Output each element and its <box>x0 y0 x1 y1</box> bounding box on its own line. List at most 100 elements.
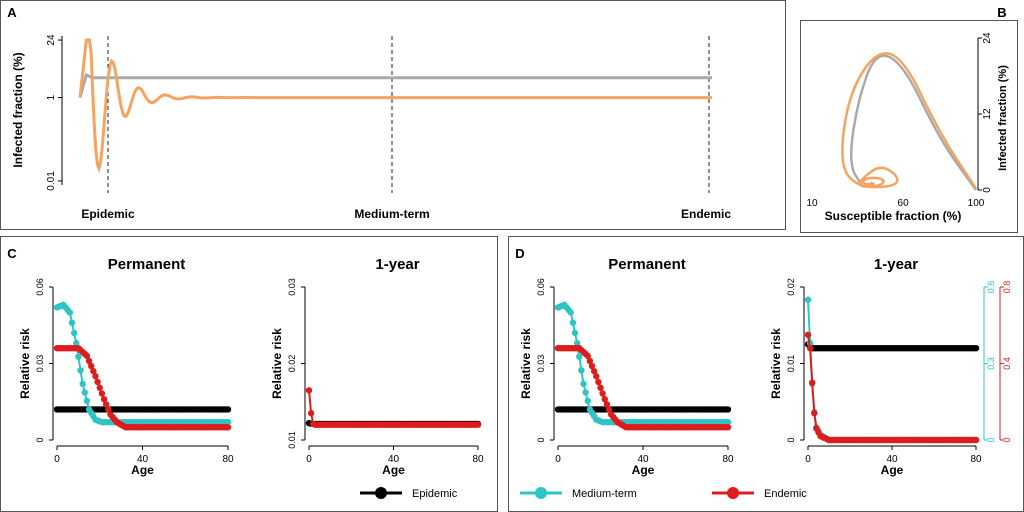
panel-label-a: A <box>7 5 17 20</box>
panel-a-series-grey <box>78 72 712 98</box>
panel-c-permanent-point-medium-term <box>83 397 91 405</box>
panel-c-permanent-point-endemic <box>224 424 232 431</box>
panel-c-permanent-point-medium-term <box>68 319 76 326</box>
panel-c-permanent-y-tick-label: 0.06 <box>35 278 45 296</box>
panel-a-y-axis-title: Infected fraction (%) <box>11 52 25 167</box>
panel-d-1year-right-tick-label: 0.6 <box>986 281 996 294</box>
panel-b-y-tick-label: 0 <box>982 187 993 193</box>
panel-d-permanent-y-tick-label: 0.06 <box>536 278 546 296</box>
panel-d-1year-point-endemic <box>804 331 812 339</box>
legend-medium-term-label: Medium-term <box>572 488 637 500</box>
panel-c-permanent-series-medium-term <box>56 303 228 424</box>
panel-c-permanent-point-endemic <box>92 373 99 380</box>
panel-d-1year-point-medium-term <box>804 296 812 303</box>
panel-d-permanent-point-endemic <box>590 367 598 375</box>
legend-epidemic-label: Epidemic <box>412 488 458 500</box>
panel-d-permanent-point-endemic <box>588 362 596 370</box>
panel-c-permanent-point-endemic <box>94 378 101 386</box>
panel-c-permanent-x-tick-label: 0 <box>54 454 60 465</box>
panel-c-permanent-x-tick-label: 40 <box>137 454 149 465</box>
panel-c-permanent-y-tick-label: 0 <box>35 437 45 442</box>
panel-d-permanent-point-endemic <box>605 406 613 413</box>
panel-c-permanent-point-endemic <box>85 357 93 365</box>
panel-d-permanent-point-endemic <box>603 401 611 408</box>
panel-a-y-tick-label: 1 <box>46 94 57 100</box>
panel-b-series-grey <box>849 54 978 191</box>
panel-c-permanent-point-medium-term <box>81 389 88 396</box>
panel-c-permanent-point-endemic <box>96 384 103 391</box>
panel-a-frame <box>0 0 786 230</box>
panel-c-permanent-point-endemic <box>105 406 112 413</box>
panel-d-1year-x-axis-title: Age <box>881 463 904 477</box>
panel-d-permanent-point-medium-term <box>580 380 587 388</box>
panel-d-permanent-y-tick-label: 0 <box>536 437 546 442</box>
panel-b-series-orange <box>841 52 978 190</box>
panel-c-permanent-point-medium-term <box>70 329 78 337</box>
panel-c-permanent-x-tick-label: 80 <box>222 454 234 465</box>
panel-d-permanent-point-endemic <box>586 357 594 365</box>
panel-d-permanent-point-endemic <box>595 378 602 386</box>
panel-c-1year-x-axis-title: Age <box>382 463 405 477</box>
panel-d-1year-right-tick-label: 0 <box>1002 437 1012 442</box>
panel-d-permanent-point-medium-term <box>573 339 581 347</box>
panel-c-1year-title: 1-year <box>375 256 419 273</box>
panel-d-permanent-x-tick-label: 0 <box>555 454 561 465</box>
panel-c-1year-point-endemic <box>307 410 315 417</box>
panel-d-1year-right-tick-label: 0.3 <box>986 357 996 370</box>
panel-c-1year-y-axis-title: Relative risk <box>270 328 284 399</box>
panel-d-1year-point-endemic <box>811 410 818 417</box>
panel-d-permanent-point-medium-term <box>578 367 585 374</box>
panel-d-permanent-point-epidemic <box>724 406 732 413</box>
panel-d-permanent-point-endemic <box>599 390 606 397</box>
panel-d-1year-y-axis-title: Relative risk <box>769 328 783 399</box>
panel-c-permanent-point-endemic <box>102 401 110 408</box>
panel-d-1year-y-tick-label: 0.01 <box>786 355 796 373</box>
panel-c-permanent-point-medium-term <box>75 353 82 360</box>
panel-c-permanent-point-medium-term <box>79 380 86 388</box>
panel-a-y-tick-label: 24 <box>46 34 57 46</box>
panel-label-b: B <box>997 5 1006 20</box>
legend-endemic-marker <box>727 487 739 499</box>
panel-d-permanent-point-medium-term <box>582 389 589 396</box>
panel-d-1year-right-tick-label: 0.8 <box>1002 281 1012 294</box>
panel-d-1year-point-endemic <box>809 379 816 386</box>
panel-d-permanent-point-medium-term <box>724 418 732 426</box>
panel-b-x-tick-label: 10 <box>806 198 818 209</box>
legend-endemic-label: Endemic <box>764 488 807 500</box>
panel-d-permanent-point-medium-term <box>567 309 574 316</box>
panel-c-permanent-point-medium-term <box>66 309 74 316</box>
panel-d-permanent-point-endemic <box>597 384 604 391</box>
panel-c-1year-series-endemic <box>308 390 478 426</box>
panel-c-1year-x-tick-label: 0 <box>306 454 312 465</box>
panel-d-1year-x-tick-label: 0 <box>805 454 811 465</box>
panel-c-1year-point-endemic <box>474 421 482 428</box>
panel-c-permanent-y-axis-title: Relative risk <box>18 328 32 399</box>
panel-c-1year-x-tick-label: 80 <box>472 454 484 465</box>
panel-a-phase-label: Medium-term <box>354 207 429 221</box>
panel-b-y-tick-label: 12 <box>982 108 993 120</box>
panel-c-permanent-title: Permanent <box>108 256 186 273</box>
panel-d-permanent-point-medium-term <box>569 319 577 326</box>
panel-d-permanent-series-medium-term <box>557 303 728 424</box>
panel-c-permanent-point-medium-term <box>77 367 84 374</box>
panel-d-permanent-point-medium-term <box>576 353 583 360</box>
panel-d-1year-right-tick-label: 0 <box>986 437 996 442</box>
panel-d-permanent-x-tick-label: 40 <box>637 454 649 465</box>
panel-b-x-tick-label: 100 <box>968 198 985 209</box>
panel-c-permanent-y-tick-label: 0.03 <box>35 355 45 373</box>
panel-d-1year-right-tick-label: 0.4 <box>1002 357 1012 370</box>
panel-b-y-axis-title: Infected fraction (%) <box>997 65 1009 171</box>
panel-d-permanent-point-endemic <box>724 424 732 431</box>
panel-d-permanent-point-medium-term <box>571 329 579 337</box>
panel-c-permanent-point-medium-term <box>224 418 232 426</box>
panel-c-1year-point-endemic <box>305 387 313 394</box>
panel-c-permanent-point-endemic <box>100 396 108 403</box>
panel-d-permanent-point-endemic <box>601 396 608 403</box>
panel-d-permanent-y-tick-label: 0.03 <box>536 355 546 373</box>
panel-b-y-tick-label: 24 <box>982 32 993 44</box>
panel-c-permanent-point-endemic <box>88 362 95 370</box>
panel-d-1year-series-medium-term <box>807 299 976 441</box>
panel-d-1year-x-tick-label: 40 <box>886 454 898 465</box>
panel-c-permanent-point-endemic <box>83 352 91 360</box>
